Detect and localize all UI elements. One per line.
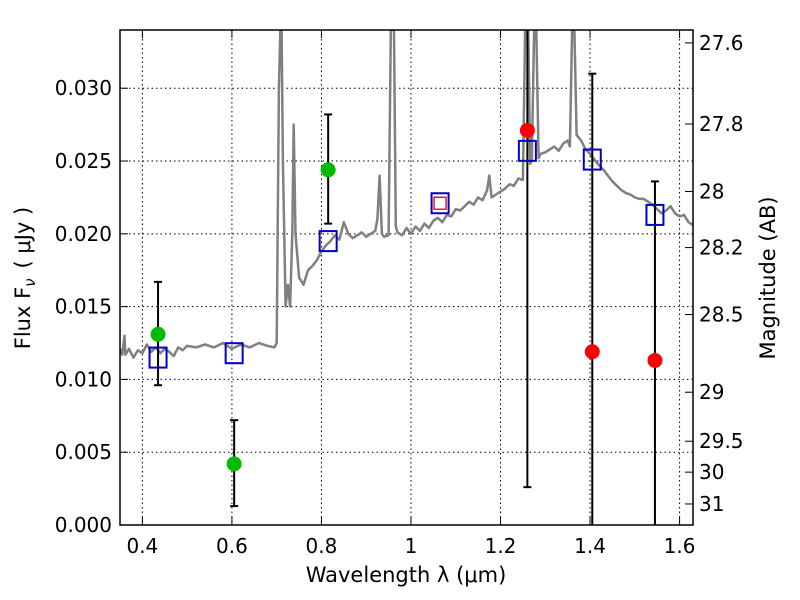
y-axis-label: Flux Fν ( μJy ) (11, 207, 39, 350)
y-tick-label: 0.030 (55, 76, 112, 100)
model-band-square (430, 192, 450, 215)
magnitude-tick-label: 29.5 (699, 429, 744, 453)
y-tick-label: 0.005 (55, 440, 112, 464)
model-band-square (582, 148, 602, 171)
x-tick-label: 0.4 (126, 534, 158, 558)
plot-background (120, 30, 693, 525)
y-tick-label: 0.000 (55, 513, 112, 537)
x-tick-label: 1.4 (574, 534, 606, 558)
y-tick-label: 0.020 (55, 222, 112, 246)
magnitude-tick-label: 28 (699, 179, 724, 203)
data-points (148, 122, 665, 472)
model-band-square (645, 203, 665, 226)
magnitude-tick-label: 28.5 (699, 303, 744, 327)
model-band-square (517, 139, 537, 162)
green-observed-point (320, 162, 336, 178)
y-tick-label: 0.015 (55, 295, 112, 319)
red-observed-point (647, 352, 663, 368)
y-tick-label: 0.010 (55, 367, 112, 391)
magnitude-tick-label: 27.8 (699, 112, 744, 136)
x-tick-label: 0.6 (216, 534, 248, 558)
model-spectrum-line (120, 30, 693, 359)
x-tick-label: 1.6 (664, 534, 696, 558)
x-tick-label: 0.8 (306, 534, 338, 558)
model-band-square (148, 346, 168, 369)
y-axis-label-main: Flux F (11, 287, 35, 349)
magnitude-tick-label: 30 (699, 460, 724, 484)
y-axis-label-unit: ( μJy ) (11, 207, 35, 269)
x-axis-label: Wavelength λ (μm) (306, 563, 507, 587)
magnitude-tick-label: 28.2 (699, 236, 744, 260)
green-observed-point (226, 456, 242, 472)
x-tick-label: 1 (405, 534, 418, 558)
plot-frame (119, 29, 694, 526)
magnitude-tick-label: 31 (699, 492, 724, 516)
y-axis-label-subscript: ν (21, 278, 39, 286)
red-observed-point (519, 122, 535, 138)
green-observed-point (150, 326, 166, 342)
model-band-square (224, 342, 244, 365)
x-tick-label: 1.2 (485, 534, 517, 558)
y-tick-label: 0.025 (55, 149, 112, 173)
highlight-square (433, 196, 447, 210)
model-spectrum-path (120, 30, 693, 359)
model-band-square (318, 230, 338, 253)
magnitude-tick-label: 27.6 (699, 31, 744, 55)
y-axis-ticks: 0.000 0.005 0.010 0.015 0.020 0.025 0.030 (55, 76, 128, 537)
red-observed-point (584, 344, 600, 360)
x-axis-ticks: 0.4 0.6 0.8 1 1.2 1.4 1.6 (126, 30, 695, 558)
magnitude-axis-ticks: 27.6 27.8 28 28.2 28.5 29 29.5 30 31 (685, 31, 744, 516)
magnitude-tick-label: 29 (699, 380, 724, 404)
magnitude-axis-label: Magnitude (AB) (756, 196, 780, 359)
